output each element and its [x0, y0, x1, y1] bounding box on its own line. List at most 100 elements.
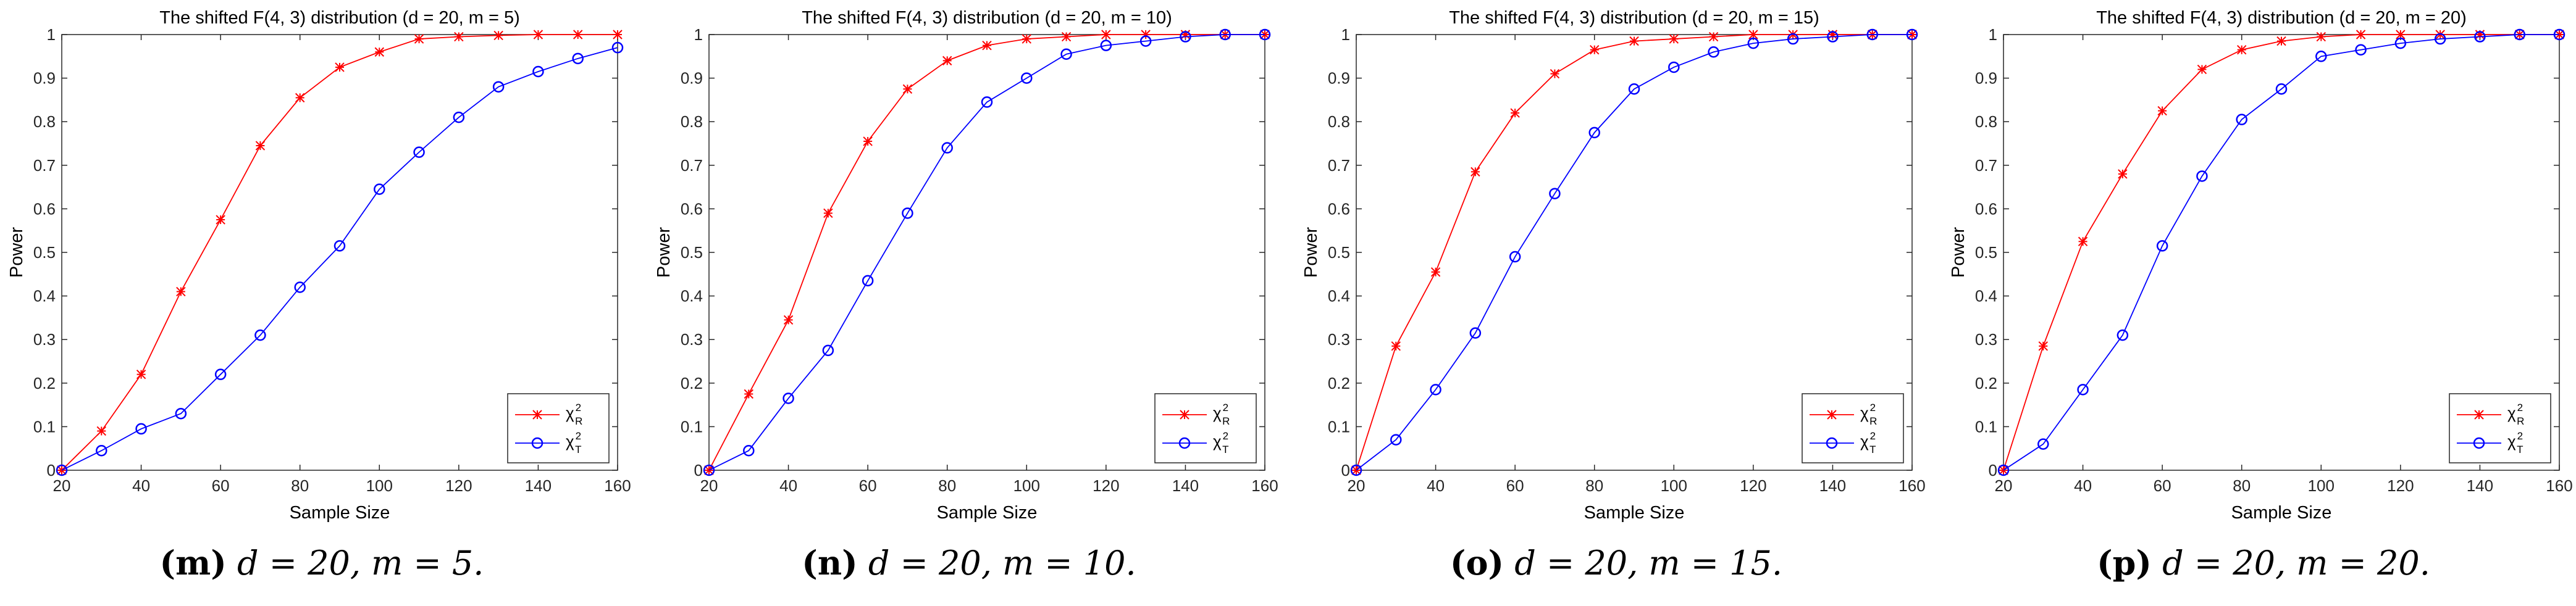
legend: χ 2 Rχ 2 T — [1154, 393, 1257, 463]
chart-svg: The shifted F(4, 3) distribution (d = 20… — [654, 8, 1278, 523]
data-point — [1906, 28, 1918, 41]
data-point — [2315, 51, 2327, 62]
y-tick-label: 0.2 — [681, 374, 703, 392]
data-point — [2117, 329, 2129, 341]
data-point — [1628, 83, 1640, 95]
x-tick-label: 160 — [604, 476, 631, 495]
x-tick-label: 120 — [1093, 476, 1119, 495]
data-point — [493, 30, 503, 41]
y-tick-label: 0.4 — [1975, 287, 1997, 305]
x-tick-label: 80 — [938, 476, 956, 495]
series-line — [1356, 34, 1912, 471]
data-point — [294, 281, 306, 293]
series-chi-t — [1997, 28, 2566, 476]
x-axis-label: Sample Size — [2231, 503, 2332, 523]
data-point — [214, 368, 227, 380]
data-point — [902, 207, 913, 219]
y-axis-label: Power — [1301, 227, 1321, 278]
data-point — [2355, 44, 2367, 56]
data-point — [1469, 327, 1482, 339]
y-tick-label: 0.2 — [1328, 374, 1350, 392]
x-tick-label: 100 — [366, 476, 393, 495]
x-tick-label: 160 — [1898, 476, 1925, 495]
panel-caption: (p) d = 20, m = 20. — [1942, 543, 2576, 583]
data-point — [2157, 106, 2167, 116]
caption-math: d = 20, m = 5. — [226, 544, 484, 583]
chart-title: The shifted F(4, 3) distribution (d = 20… — [159, 8, 519, 28]
data-point — [1391, 341, 1401, 351]
legend-marker — [2473, 437, 2485, 449]
data-point — [2038, 341, 2048, 351]
data-point — [1100, 39, 1112, 51]
caption-letter: (o) — [1450, 543, 1504, 583]
data-point — [454, 31, 464, 42]
data-point — [2197, 64, 2207, 75]
data-point — [2553, 28, 2566, 41]
series-chi-r — [57, 30, 623, 475]
data-point — [743, 444, 755, 457]
x-tick-label: 80 — [291, 476, 309, 495]
data-point — [2276, 36, 2286, 46]
x-axis-label: Sample Size — [290, 503, 390, 523]
y-tick-label: 0.8 — [1328, 112, 1350, 131]
data-point — [1588, 127, 1600, 139]
legend-marker — [532, 410, 542, 420]
y-axis-label: Power — [654, 227, 674, 278]
chart-title: The shifted F(4, 3) distribution (d = 20… — [1449, 8, 1819, 28]
x-axis-label: Sample Size — [1584, 503, 1685, 523]
data-point — [1787, 33, 1799, 45]
x-tick-label: 40 — [1427, 476, 1445, 495]
data-point — [982, 40, 992, 51]
y-tick-label: 0.7 — [1975, 156, 1997, 175]
legend-marker — [531, 437, 543, 449]
y-tick-label: 0.4 — [1328, 287, 1350, 305]
x-tick-label: 20 — [700, 476, 718, 495]
data-point — [2077, 384, 2089, 396]
data-point — [1747, 37, 1760, 49]
data-point — [1708, 46, 1719, 58]
caption-math: d = 20, m = 10. — [857, 544, 1136, 583]
y-tick-label: 0.6 — [681, 199, 703, 218]
chart-panel-0: The shifted F(4, 3) distribution (d = 20… — [0, 0, 644, 606]
data-point — [532, 65, 544, 78]
data-point — [783, 315, 794, 325]
data-point — [941, 142, 953, 154]
y-tick-label: 0 — [47, 461, 56, 479]
series-chi-t — [56, 41, 624, 476]
data-point — [613, 30, 623, 39]
data-point — [703, 464, 715, 476]
x-tick-label: 100 — [2308, 476, 2335, 495]
y-tick-label: 0.5 — [33, 243, 56, 262]
y-tick-label: 0.5 — [1975, 243, 1997, 262]
data-point — [414, 34, 424, 44]
data-point — [823, 208, 833, 218]
x-tick-label: 40 — [132, 476, 150, 495]
data-point — [1021, 72, 1033, 84]
data-point — [96, 444, 107, 457]
y-tick-label: 0.7 — [681, 156, 703, 175]
data-point — [1060, 48, 1072, 60]
data-point — [1668, 61, 1680, 73]
x-tick-label: 60 — [1506, 476, 1524, 495]
chart-svg: The shifted F(4, 3) distribution (d = 20… — [1949, 8, 2573, 523]
y-axis-label: Power — [7, 227, 27, 278]
x-tick-label: 120 — [1740, 476, 1766, 495]
data-point — [2237, 45, 2247, 55]
x-tick-label: 20 — [1348, 476, 1366, 495]
legend-box — [507, 393, 610, 463]
data-point — [2236, 114, 2247, 125]
legend-box — [2449, 393, 2551, 463]
data-point — [2196, 170, 2208, 182]
data-point — [2396, 30, 2406, 39]
x-tick-label: 120 — [445, 476, 472, 495]
y-tick-label: 0.1 — [1975, 417, 1997, 436]
x-tick-label: 80 — [2233, 476, 2251, 495]
y-tick-label: 0.8 — [1975, 112, 1997, 131]
y-tick-label: 0.3 — [1328, 330, 1350, 349]
y-tick-label: 0 — [1989, 461, 1997, 479]
data-point — [942, 56, 952, 66]
data-point — [1827, 31, 1839, 43]
y-tick-label: 0.3 — [33, 330, 56, 349]
x-tick-label: 20 — [1995, 476, 2013, 495]
chart-panel-2: The shifted F(4, 3) distribution (d = 20… — [1294, 0, 1938, 606]
